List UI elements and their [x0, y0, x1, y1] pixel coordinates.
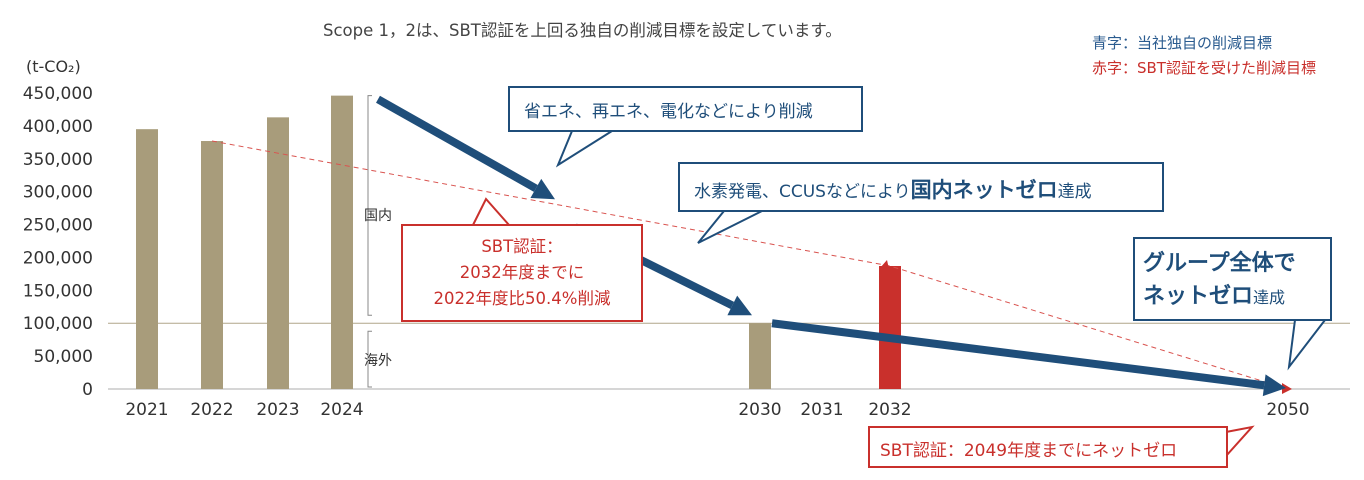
y-tick-label: 100,000 — [23, 314, 93, 334]
x-tick-label: 2050 — [1266, 400, 1309, 420]
x-tick-label: 2023 — [256, 400, 299, 420]
y-tick-label: 0 — [82, 380, 93, 400]
callout-domestic-net-zero: 水素発電、CCUSなどにより国内ネットゼロ達成 — [678, 162, 1164, 212]
bar-sbt-target — [879, 265, 901, 389]
x-tick-label: 2021 — [125, 400, 168, 420]
x-tick-label: 2022 — [190, 400, 233, 420]
y-axis-unit-label: (t-CO₂) — [26, 57, 81, 76]
own-target-arrow-3-head — [1262, 374, 1286, 397]
callout-group-net-zero: グループ全体で ネットゼロ達成 — [1133, 237, 1332, 321]
callout-domestic-bold: 国内ネットゼロ — [910, 178, 1058, 202]
legend-sbt-target: 赤字：SBT認証を受けた削減目標 — [1092, 59, 1316, 77]
y-tick-label: 250,000 — [23, 216, 93, 236]
callout-tail-domestic — [697, 210, 763, 244]
callout-sbt-2032: SBT認証： 2032年度までに 2022年度比50.4%削減 — [401, 224, 643, 322]
bar-actual-emissions — [201, 141, 223, 389]
callout-sbt-2032-line2: 2032年度までに — [459, 263, 585, 282]
x-tick-label: 2031 — [800, 400, 843, 420]
segment-label-overseas: 海外 — [364, 353, 392, 369]
own-target-arrow-3-shaft — [771, 319, 1265, 390]
callout-domestic-suffix: 達成 — [1057, 182, 1092, 202]
bar-actual-emissions — [749, 323, 771, 389]
callout-group-line1: グループ全体で — [1143, 251, 1296, 276]
x-tick-label: 2024 — [320, 400, 363, 420]
x-tick-label: 2030 — [738, 400, 781, 420]
callout-group-bold: ネットゼロ — [1143, 284, 1254, 309]
y-tick-label: 150,000 — [23, 281, 93, 301]
bracket-domestic — [367, 95, 372, 316]
sbt-2050-arrowhead — [1282, 383, 1292, 394]
chart-title: Scope 1，2は、SBT認証を上回る独自の削減目標を設定しています。 — [323, 21, 842, 40]
bar-actual-emissions — [267, 117, 289, 390]
y-tick-label: 200,000 — [23, 248, 93, 268]
callout-tail-reduction — [555, 130, 616, 168]
y-tick-label: 300,000 — [23, 183, 93, 203]
callout-sbt-2049: SBT認証：2049年度までにネットゼロ — [868, 426, 1228, 468]
y-tick-label: 400,000 — [23, 117, 93, 137]
y-tick-label: 350,000 — [23, 150, 93, 170]
callout-tail-sbt-2032 — [471, 197, 512, 226]
own-target-arrow-1-shaft — [376, 95, 538, 192]
callout-reduction-measures: 省エネ、再エネ、電化などにより削減 — [508, 86, 863, 132]
sbt-2032-arrowhead — [880, 259, 889, 269]
segment-label-domestic: 国内 — [364, 208, 392, 224]
legend-own-target: 青字：当社独自の削減目標 — [1092, 34, 1273, 52]
sbt-target-dashed-line — [211, 140, 1289, 390]
own-target-arrow-2-head — [727, 295, 752, 316]
x-tick-label: 2032 — [868, 400, 911, 420]
y-tick-label: 50,000 — [34, 347, 93, 367]
y-tick-label: 450,000 — [23, 84, 93, 104]
callout-tail-group — [1287, 319, 1328, 371]
callout-group-suffix: 達成 — [1253, 288, 1286, 307]
callout-sbt-2032-line1: SBT認証： — [481, 237, 563, 256]
own-target-arrow-1-head — [530, 178, 555, 200]
callout-tail-sbt-2049 — [1225, 425, 1255, 459]
bar-actual-emissions — [331, 95, 353, 390]
callout-domestic-text: 水素発電、CCUSなどにより — [694, 182, 911, 202]
bar-actual-emissions — [136, 129, 158, 389]
bracket-overseas — [367, 330, 372, 388]
callout-sbt-2032-line3: 2022年度比50.4%削減 — [433, 289, 611, 308]
